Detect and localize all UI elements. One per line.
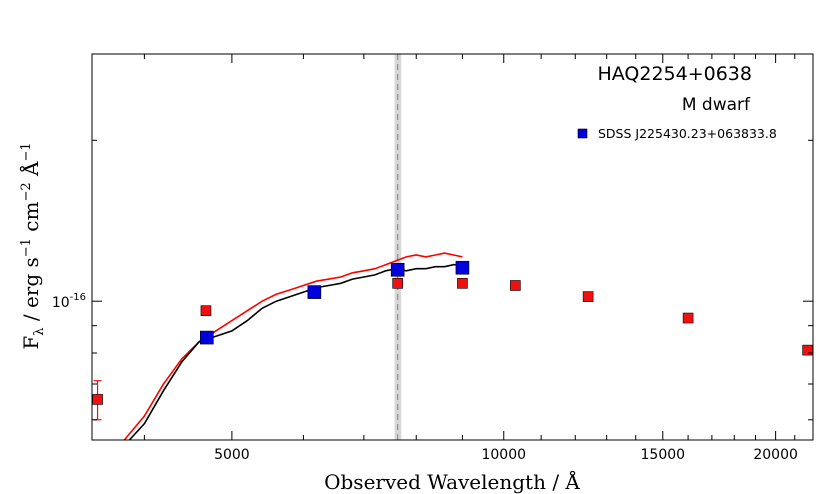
sdss-point-0	[199, 330, 214, 345]
x-axis-label: Observed Wavelength / Å	[324, 469, 580, 494]
x-tick-label-10000: 10000	[481, 447, 526, 463]
sdss-point-1	[307, 285, 322, 299]
chart-title: HAQ2254+0638	[597, 63, 752, 85]
photometry-point-6	[682, 312, 694, 324]
photometry-point-5	[582, 291, 594, 302]
shaded-band-layer	[394, 54, 402, 440]
sdss-point-3	[455, 260, 470, 275]
x-tick-label-20000: 20000	[753, 447, 798, 463]
y-tick-label-exponent: -16	[70, 292, 86, 303]
x-tick-label-15000: 15000	[641, 447, 686, 463]
photometry-point-4	[510, 280, 521, 291]
legend-marker-sdss	[577, 128, 588, 139]
x-tick-label-5000: 5000	[214, 447, 250, 463]
photometry-point-3	[457, 278, 468, 289]
photometry-point-7	[802, 344, 813, 356]
legend-label: SDSS J225430.23+063833.8	[598, 126, 777, 141]
y-tick-label-base: 10	[52, 295, 70, 311]
y-axis-label: Fλ / erg s−1 cm−2 Å−1	[18, 142, 47, 349]
ticks-layer: 5000 10000 15000 20000 10-16	[52, 54, 814, 463]
chart-subtitle: M dwarf	[682, 95, 751, 115]
y-tick-label: 10-16	[52, 292, 86, 311]
photometry-point-1	[200, 305, 212, 316]
photometry-point-2	[392, 278, 403, 289]
photometry-point-0	[92, 394, 103, 405]
plot-frame	[91, 53, 814, 441]
sdss-point-2	[390, 262, 405, 277]
points-layer	[92, 260, 813, 421]
